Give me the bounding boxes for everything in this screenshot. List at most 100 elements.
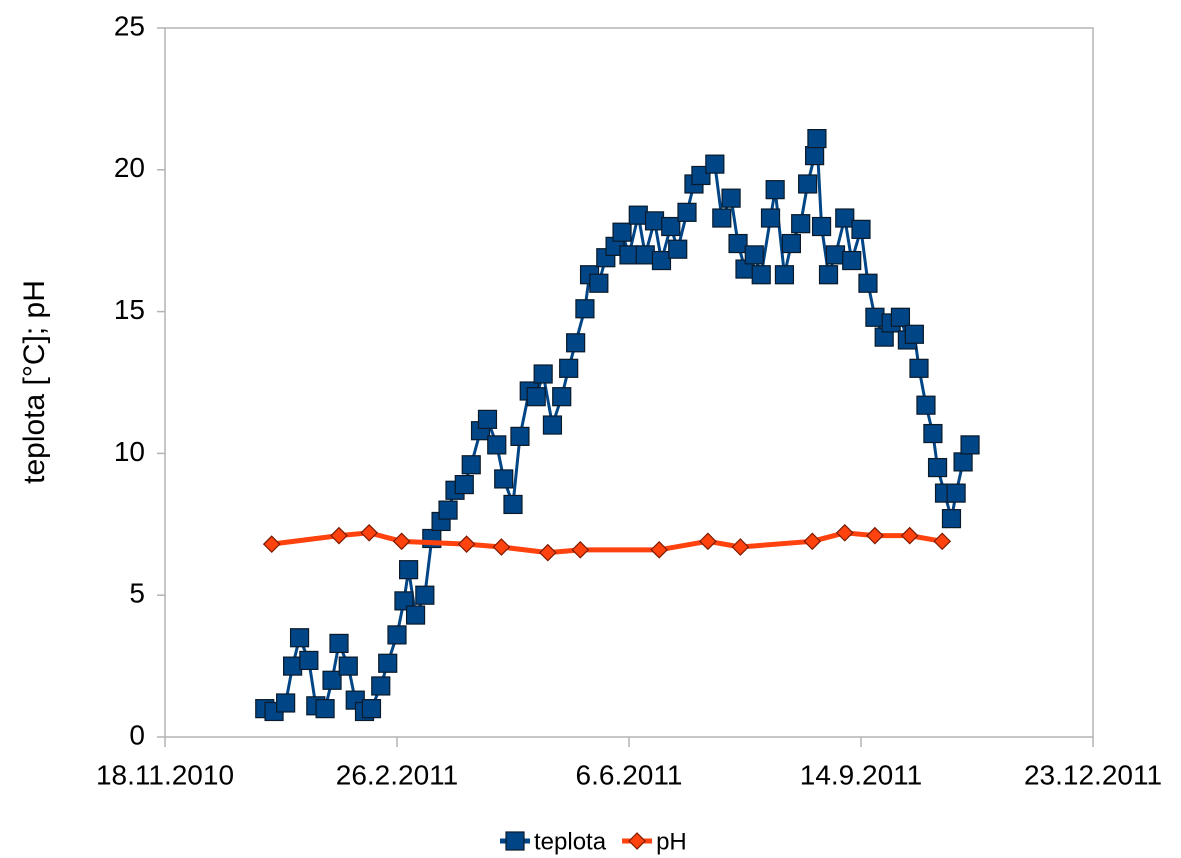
y-axis-label: teplota [°C]; pH	[18, 280, 51, 484]
x-tick-label: 14.9.2011	[800, 759, 923, 790]
data-point	[807, 129, 827, 149]
y-tick-label: 0	[129, 719, 145, 750]
data-point	[644, 211, 665, 231]
x-tick-label: 6.6.2011	[576, 759, 683, 790]
data-point	[842, 250, 862, 271]
data-point	[619, 245, 639, 265]
data-point	[612, 222, 632, 242]
data-point	[923, 423, 943, 444]
data-point	[510, 426, 530, 446]
x-tick-label: 18.11.2010	[96, 759, 234, 790]
data-point	[916, 395, 936, 415]
data-point	[798, 174, 818, 194]
x-tick-label: 26.2.2011	[336, 759, 459, 790]
series-line	[271, 530, 943, 556]
data-point	[858, 273, 878, 293]
data-point	[953, 452, 973, 472]
data-point	[454, 474, 474, 495]
legend-marker	[628, 832, 646, 850]
legend-marker	[505, 831, 525, 851]
data-point	[457, 535, 476, 554]
data-point	[299, 650, 319, 671]
data-point	[668, 239, 688, 259]
data-point	[538, 543, 557, 562]
data-point	[900, 526, 919, 545]
data-point	[542, 415, 563, 435]
y-tick-label: 15	[114, 294, 145, 325]
data-point	[589, 273, 609, 293]
data-point	[392, 532, 411, 551]
data-point	[571, 540, 590, 559]
data-point	[559, 358, 579, 378]
data-point	[494, 469, 514, 489]
data-point	[835, 523, 854, 542]
y-tick-label: 10	[114, 436, 145, 467]
data-point	[378, 653, 398, 673]
y-tick-label: 5	[129, 578, 145, 609]
data-point	[276, 693, 296, 713]
data-point	[851, 219, 871, 239]
data-point	[866, 526, 884, 545]
data-point	[289, 628, 310, 648]
data-point	[677, 202, 697, 222]
data-point	[566, 333, 586, 353]
data-point	[283, 656, 303, 676]
data-point	[405, 605, 426, 625]
data-point	[728, 233, 748, 254]
data-point	[526, 387, 546, 407]
data-point	[818, 265, 839, 285]
data-point	[765, 180, 785, 200]
data-point	[651, 250, 672, 271]
data-point	[371, 676, 391, 696]
data-point	[774, 265, 795, 285]
data-point	[533, 364, 553, 384]
data-point	[338, 656, 358, 676]
data-point	[731, 538, 750, 556]
data-point	[628, 205, 648, 225]
y-tick-label: 20	[114, 152, 145, 183]
data-point	[804, 146, 825, 166]
data-point	[712, 208, 732, 228]
data-point	[438, 500, 458, 520]
data-point	[492, 538, 511, 556]
data-point	[262, 535, 281, 554]
data-point	[487, 435, 507, 455]
data-point	[946, 483, 966, 503]
data-point	[811, 216, 832, 237]
legend-label: pH	[656, 828, 687, 855]
x-tick-label: 23.12.2011	[1024, 759, 1162, 790]
data-point	[330, 526, 348, 545]
data-point	[322, 670, 342, 690]
data-point	[503, 494, 523, 515]
data-point	[865, 307, 885, 327]
data-point	[760, 208, 781, 228]
data-point	[904, 324, 924, 344]
data-point	[744, 245, 764, 265]
data-point	[941, 509, 962, 529]
data-point	[721, 188, 741, 208]
data-point	[477, 409, 498, 429]
data-point	[394, 591, 414, 611]
y-tick-label: 25	[114, 10, 145, 41]
data-point	[835, 208, 855, 228]
data-point	[751, 265, 771, 285]
data-point	[705, 154, 725, 174]
data-point	[960, 435, 980, 455]
data-point	[415, 585, 435, 605]
data-point	[927, 457, 948, 478]
legend-label: teplota	[534, 828, 607, 855]
data-point	[315, 699, 335, 719]
data-point	[803, 532, 822, 551]
data-point	[399, 560, 419, 580]
data-point	[933, 532, 952, 551]
data-point	[909, 358, 929, 378]
data-point	[329, 633, 349, 654]
data-point	[575, 299, 595, 319]
data-point	[661, 216, 681, 237]
data-point	[781, 233, 802, 254]
data-point	[650, 540, 669, 559]
data-point	[461, 455, 481, 475]
data-point	[791, 214, 811, 234]
data-point	[360, 523, 379, 542]
